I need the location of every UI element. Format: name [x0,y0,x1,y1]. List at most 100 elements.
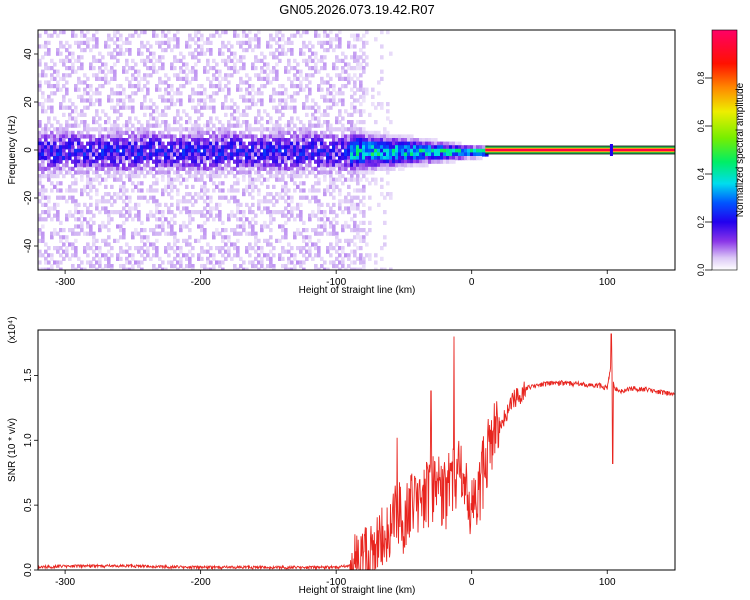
spectrogram-cell [281,51,285,56]
spectrogram-cell [122,66,126,71]
spectrogram-cell [401,156,405,161]
spectrogram-cell [263,84,267,89]
spectrogram-cell [353,163,357,168]
spectrogram-cell [44,152,48,157]
spectrogram-cell [119,145,123,150]
spectrogram-cell [419,138,423,143]
spectrogram-cell [152,130,156,135]
spectrogram-cell [179,264,183,269]
spectrogram-cell [323,260,327,265]
spectrogram-cell [74,40,78,45]
spectrogram-cell [83,148,87,153]
spectrogram-cell [281,166,285,171]
spectrogram-cell [326,91,330,96]
spectrogram-cell [263,199,267,204]
spectrogram-cell [236,267,240,270]
spectrogram-cell [107,199,111,204]
spectrogram-cell [332,181,336,186]
spectrogram-cell [302,123,306,128]
spectrogram-cell [389,166,393,171]
spectrogram-cell [116,98,120,103]
spectrogram-cell [218,69,222,74]
spectrogram-cell [62,44,66,49]
spectrogram-cell [254,163,258,168]
spectrogram-cell [311,51,315,56]
spectrogram-cell [287,210,291,215]
spectrogram-cell [356,152,360,157]
spectrogram-cell [371,145,375,150]
spectrogram-cell [341,141,345,146]
spectrogram-cell [215,84,219,89]
spectrogram-cell [290,84,294,89]
spectrogram-cell [266,134,270,139]
spectrogram-cell [86,130,90,135]
spectrogram-cell [239,256,243,261]
spectrogram-cell [59,267,63,270]
spectrogram-cell [56,84,60,89]
spectrogram-cell [227,163,231,168]
spectrogram-cell [386,116,390,121]
spectrogram-cell [377,91,381,96]
spectrogram-cell [77,58,81,63]
spectrogram-cell [260,116,264,121]
spectrogram-cell [353,177,357,182]
spectrogram-cell [122,98,126,103]
spectrogram-cell [56,166,60,171]
spectrogram-cell [50,130,54,135]
spectrogram-cell [116,192,120,197]
spectrogram-cell [200,170,204,175]
spectrogram-cell [170,98,174,103]
spectrogram-cell [365,30,369,35]
spectrogram-cell [89,48,93,53]
spectrogram-cell [212,58,216,63]
spectrogram-cell [212,148,216,153]
spectrogram-cell [149,152,153,157]
spectrogram-cell [62,138,66,143]
spectrogram-cell [362,170,366,175]
spectrogram-cell [344,55,348,60]
spectrogram-cell [86,206,90,211]
spectrogram-cell [86,127,90,132]
spectrogram-cell [167,224,171,229]
spectrogram-cell [110,156,114,161]
spectrogram-cell [200,105,204,110]
spectrogram-cell [152,51,156,56]
spectrogram-cell [329,156,333,161]
spectrogram-cell [335,235,339,240]
spectrogram-cell [143,141,147,146]
spectrogram-cell [194,170,198,175]
spectrogram-cell [116,123,120,128]
spectrogram-cell [107,192,111,197]
spectrogram-cell [404,163,408,168]
spectrogram-cell [425,163,429,168]
spectrogram-cell [278,123,282,128]
spectrogram-cell [263,148,267,153]
spectrogram-cell [308,80,312,85]
spectrogram-cell [146,235,150,240]
spectrogram-cell [329,84,333,89]
spectrogram-cell [86,184,90,189]
snr-y-label: SNR (10 * v/v) [7,418,18,482]
spectrogram-cell [299,33,303,38]
spectrogram-cell [443,156,447,161]
spectrogram-cell [305,174,309,179]
spectrogram-cell [215,145,219,150]
spectrogram-cell [92,170,96,175]
spectrogram-cell [389,141,393,146]
spectrogram-cell [125,37,129,42]
y-tick-label: 0.5 [23,498,34,512]
spectrogram-cell [293,145,297,150]
spectrogram-cell [350,130,354,135]
spectrogram-cell [89,260,93,265]
spectrogram-cell [98,84,102,89]
spectrogram-cell [146,170,150,175]
spectrogram-cell [314,55,318,60]
spectrogram-cell [335,37,339,42]
spectrogram-cell [140,105,144,110]
spectrogram-cell [356,174,360,179]
spectrogram-cell [221,145,225,150]
spectrogram-cell [362,127,366,132]
spectrogram-cell [119,213,123,218]
spectrogram-cell [107,116,111,121]
spectrogram-cell [92,91,96,96]
